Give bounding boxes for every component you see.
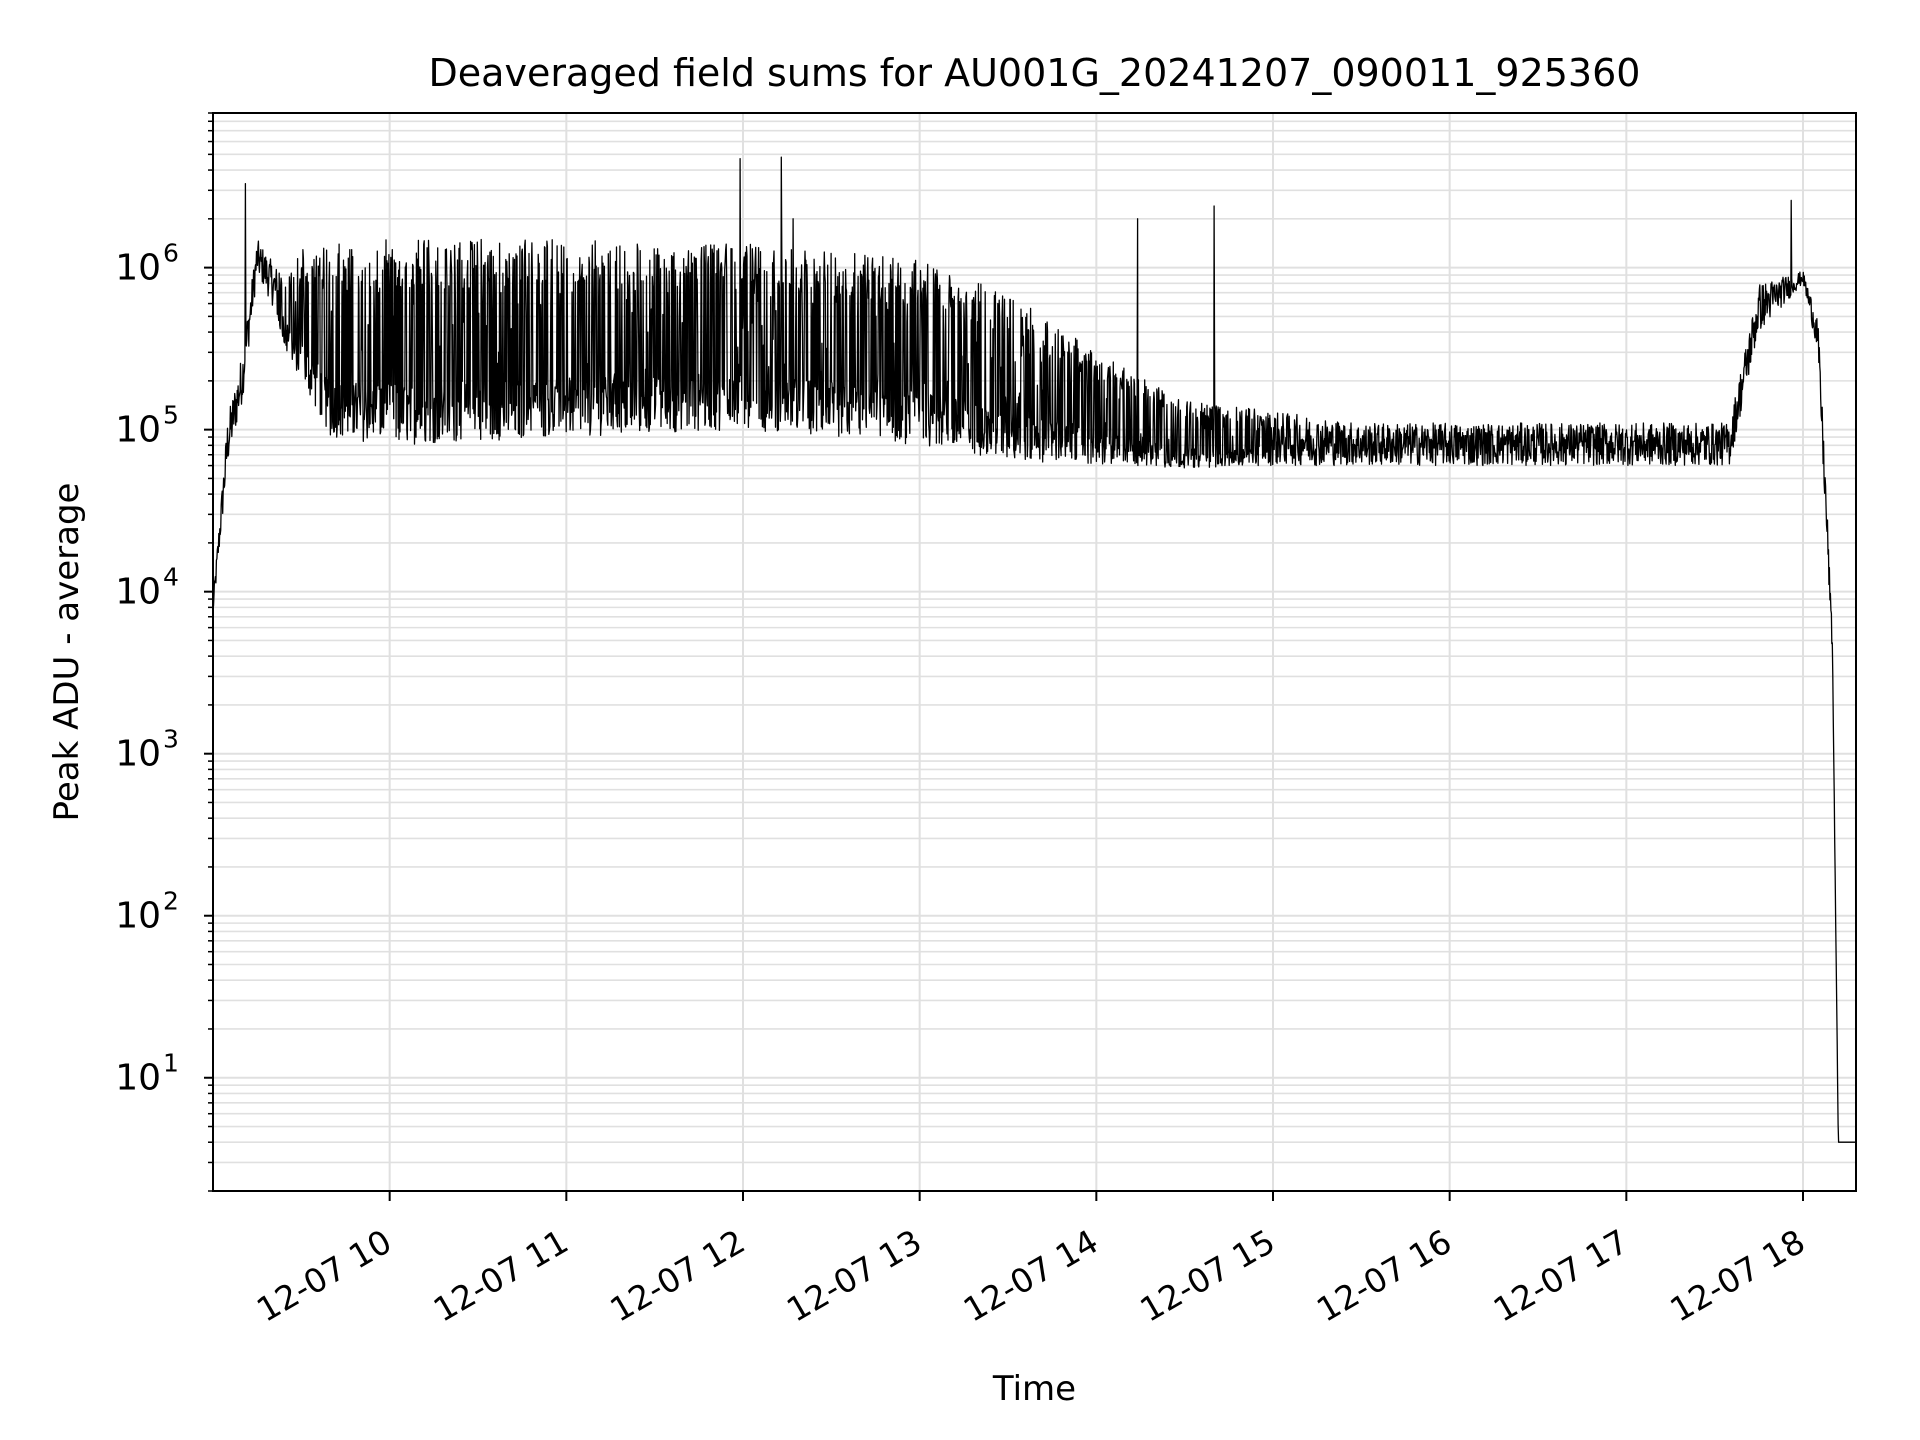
y-tick-label-base: 10 [115,734,161,775]
chart-title: Deaveraged field sums for AU001G_2024120… [429,51,1641,95]
y-tick-label-exponent: 5 [163,401,179,430]
y-axis-label: Peak ADU - average [47,483,87,822]
x-axis-label: Time [992,1369,1076,1409]
y-tick-label-base: 10 [115,248,161,289]
y-tick-label-exponent: 2 [163,887,179,916]
y-tick-label-base: 10 [115,572,161,613]
y-tick-label: 10 1 [115,1049,179,1099]
y-tick-label: 10 6 [115,239,179,289]
y-tick-label: 10 5 [115,401,179,451]
y-tick-label-base: 10 [115,896,161,937]
y-tick-label-exponent: 4 [163,563,179,592]
y-tick-label-base: 10 [115,1058,161,1099]
y-tick-label-exponent: 6 [163,239,179,268]
data-series [212,156,1857,1143]
series-line [212,156,1857,1143]
y-tick-label-exponent: 1 [163,1049,179,1078]
plot-frame [212,112,1857,1192]
y-tick-label-exponent: 3 [163,725,179,754]
y-tick-label: 10 4 [115,563,179,613]
grid [213,112,1856,1192]
y-tick-label: 10 3 [115,725,179,775]
y-tick-label: 10 2 [115,887,179,937]
y-tick-label-base: 10 [115,410,161,451]
